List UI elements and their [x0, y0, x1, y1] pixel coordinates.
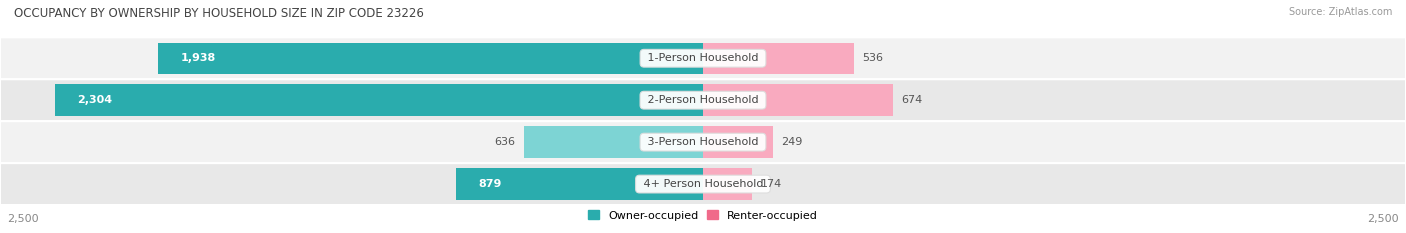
Text: 1-Person Household: 1-Person Household	[644, 53, 762, 63]
Text: 2-Person Household: 2-Person Household	[644, 95, 762, 105]
FancyBboxPatch shape	[0, 79, 1406, 121]
Bar	[55, 85, 703, 116]
Text: 1,938: 1,938	[180, 53, 215, 63]
Text: 674: 674	[901, 95, 922, 105]
Bar	[703, 43, 853, 74]
Text: 2,500: 2,500	[7, 214, 38, 224]
Text: 174: 174	[761, 179, 782, 189]
Text: Source: ZipAtlas.com: Source: ZipAtlas.com	[1288, 7, 1392, 17]
Legend: Owner-occupied, Renter-occupied: Owner-occupied, Renter-occupied	[583, 206, 823, 225]
FancyBboxPatch shape	[0, 121, 1406, 163]
Text: 3-Person Household: 3-Person Household	[644, 137, 762, 147]
Text: 536: 536	[862, 53, 883, 63]
Bar	[703, 85, 893, 116]
Text: 879: 879	[478, 179, 502, 189]
Bar	[157, 43, 703, 74]
Text: OCCUPANCY BY OWNERSHIP BY HOUSEHOLD SIZE IN ZIP CODE 23226: OCCUPANCY BY OWNERSHIP BY HOUSEHOLD SIZE…	[14, 7, 425, 20]
Bar	[456, 168, 703, 200]
Bar	[524, 127, 703, 158]
Bar	[703, 127, 773, 158]
Text: 2,304: 2,304	[77, 95, 112, 105]
FancyBboxPatch shape	[0, 37, 1406, 79]
FancyBboxPatch shape	[0, 163, 1406, 205]
Text: 4+ Person Household: 4+ Person Household	[640, 179, 766, 189]
Text: 249: 249	[782, 137, 803, 147]
Text: 636: 636	[495, 137, 516, 147]
Bar	[703, 168, 752, 200]
Text: 2,500: 2,500	[1368, 214, 1399, 224]
